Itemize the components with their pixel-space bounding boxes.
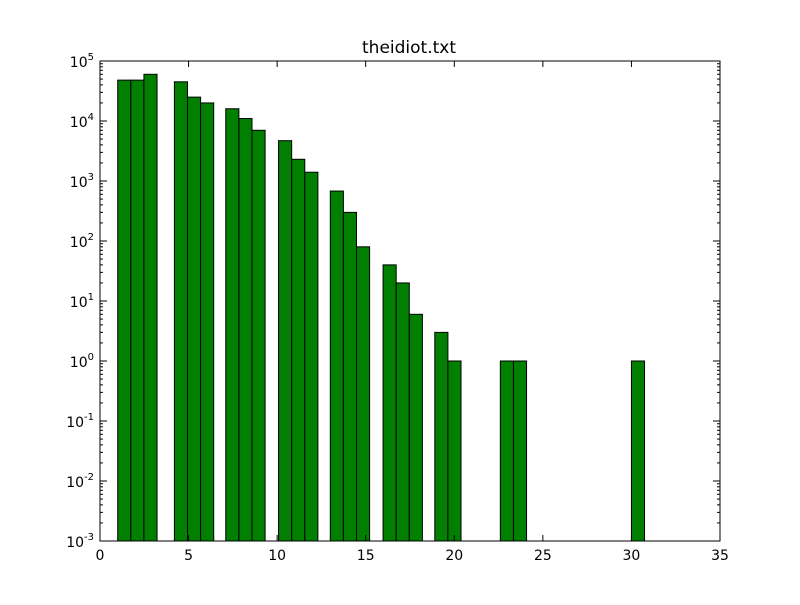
y-tick-label: 104 [70,112,94,131]
bar [499,360,514,542]
y-tick-label: 101 [70,292,94,311]
y-tick-label: 102 [70,232,94,251]
bar [408,313,423,542]
y-tick-base: 10 [66,415,84,431]
bar [278,140,293,542]
y-tick-base: 10 [70,355,88,371]
y-tick-label: 100 [70,352,94,371]
bar [251,129,266,542]
y-tick-exponent: -2 [84,472,94,483]
y-tick-base: 10 [70,235,88,251]
x-tick-label: 0 [96,548,105,564]
y-tick-base: 10 [70,115,88,131]
y-tick-exponent: 0 [88,352,94,363]
bar [291,158,306,542]
bar [225,108,240,542]
bar [382,264,397,542]
y-tick-exponent: 4 [88,112,94,123]
bar [117,79,132,542]
bar [630,360,646,542]
x-tick-label: 35 [711,548,729,564]
y-tick-base: 10 [70,295,88,311]
bar [356,246,371,542]
bar [143,73,158,542]
bar [447,360,462,542]
y-tick-exponent: 1 [88,292,94,303]
x-tick-label: 5 [184,548,193,564]
y-tick-exponent: 2 [88,232,94,243]
y-tick-base: 10 [70,175,88,191]
x-tick-label: 30 [623,548,641,564]
bar [512,360,528,542]
x-tick-label: 10 [268,548,286,564]
bar [342,211,358,542]
y-tick-base: 10 [70,55,88,71]
y-tick-label: 105 [70,52,94,71]
y-tick-label: 10-2 [66,472,94,491]
bar [238,118,253,542]
x-tick-label: 25 [534,548,552,564]
bar [395,282,410,542]
bar [173,81,189,542]
y-tick-exponent: 5 [88,52,94,63]
x-tick-label: 20 [445,548,463,564]
y-tick-base: 10 [66,475,84,491]
ticks-layer [99,60,721,542]
bar [434,331,449,542]
y-tick-label: 10-1 [66,412,94,431]
bars-layer [117,73,646,542]
y-tick-exponent: -1 [84,412,94,423]
bar [200,102,215,542]
y-tick-base: 10 [66,535,84,551]
y-tick-label: 10-3 [66,532,94,551]
x-tick-label: 15 [357,548,375,564]
chart-title: theidiot.txt [362,38,456,58]
y-tick-exponent: 3 [88,172,94,183]
tick-labels-layer: 0 5 10 15 20 25 30 3510-310-210-110010110210310… [66,52,729,564]
bar [130,79,145,542]
bar [304,171,319,542]
y-tick-exponent: -3 [84,532,94,543]
y-tick-label: 103 [70,172,94,191]
bar [187,96,202,542]
bar [329,190,344,542]
